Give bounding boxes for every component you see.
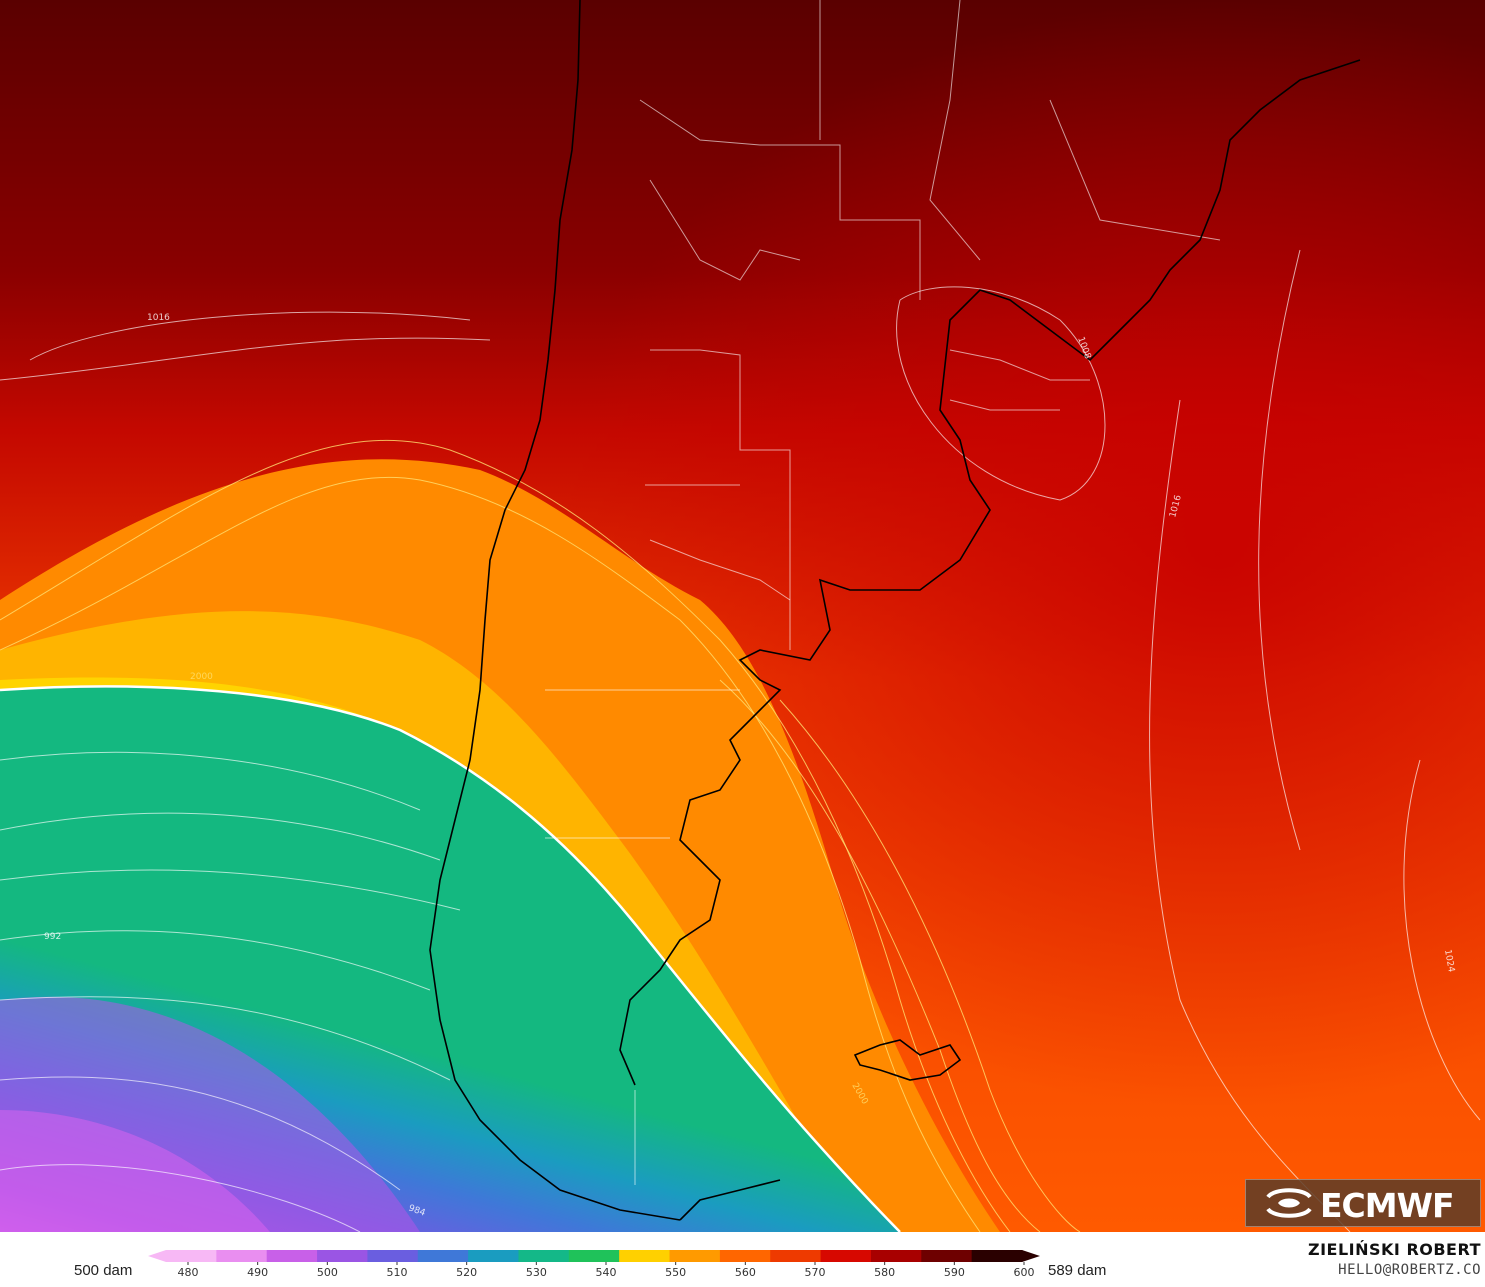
colorbar-cell <box>820 1250 872 1262</box>
contour-552 <box>0 685 901 1232</box>
colorbar-cell <box>719 1250 771 1262</box>
coastlines <box>429 0 1361 1221</box>
colorbar-right-label: 589 dam <box>1048 1262 1107 1279</box>
map-canvas: 1016 1008 1016 1024 992 984 2000 2000 <box>0 0 1485 1232</box>
height-label: 2000 <box>190 672 213 682</box>
colorbar-tick-label: 550 <box>665 1266 686 1278</box>
colorbar-tick-label: 560 <box>735 1266 756 1278</box>
colorbar-cell <box>468 1250 519 1262</box>
colorbar-cell <box>216 1250 268 1262</box>
colorbar-cell <box>971 1250 1023 1262</box>
colorbar-left-label: 500 dam <box>74 1262 133 1279</box>
logo-text: ECMWF <box>1320 1186 1455 1225</box>
cold-core-deep <box>0 1110 270 1232</box>
isobar-label: 992 <box>44 932 61 942</box>
colorbar-tick-label: 530 <box>526 1266 547 1278</box>
colorbar-cell <box>921 1250 973 1262</box>
colorbar-cell <box>518 1250 570 1262</box>
height-contours <box>0 439 1081 1232</box>
colorbar-tick-label: 570 <box>805 1266 826 1278</box>
isobar-label: 1016 <box>147 313 170 323</box>
colorbar-tick-label: 600 <box>1014 1266 1035 1278</box>
colorbar-extend-min <box>148 1250 166 1262</box>
colorbar-tick-label: 500 <box>317 1266 338 1278</box>
ecmwf-logo: ECMWF <box>1245 1179 1481 1227</box>
colorbar-tick-label: 490 <box>247 1266 268 1278</box>
colorbar-tick-label: 580 <box>874 1266 895 1278</box>
author-name: ZIELIŃSKI ROBERT <box>1307 1240 1481 1259</box>
colorbar-ticks: 480 490 500 510 520 530 540 550 560 570 580 590 600 <box>178 1262 1035 1278</box>
author-email[interactable]: HELLO@ROBERTZ.CO <box>1338 1262 1481 1278</box>
colorbar-cells <box>148 1250 1040 1262</box>
colorbar-cell <box>317 1250 368 1262</box>
colorbar-tick-label: 520 <box>456 1266 477 1278</box>
colorbar: 480 490 500 510 520 530 540 550 560 570 580 590 600 <box>148 1250 1040 1278</box>
colorbar-tick-label: 540 <box>596 1266 617 1278</box>
colorbar-cell <box>870 1250 922 1262</box>
admin-borders <box>545 0 1221 1185</box>
colorbar-tick-label: 480 <box>178 1266 199 1278</box>
colorbar-cell <box>166 1250 217 1262</box>
colorbar-cell <box>619 1250 671 1262</box>
colorbar-cell <box>669 1250 721 1262</box>
isobar-lines <box>0 249 1481 1232</box>
colorbar-tick-label: 510 <box>387 1266 408 1278</box>
colorbar-cell <box>770 1250 822 1262</box>
falkland-islands <box>853 1039 962 1081</box>
colorbar-extend-max <box>1022 1250 1040 1262</box>
colorbar-cell <box>568 1250 620 1262</box>
colorbar-cell <box>266 1250 318 1262</box>
colorbar-tick-label: 590 <box>944 1266 965 1278</box>
isobar-label: 1024 <box>1442 949 1456 974</box>
colorbar-cell <box>367 1250 419 1262</box>
colorbar-cell <box>417 1250 469 1262</box>
ecmwf-icon <box>1266 1188 1312 1218</box>
